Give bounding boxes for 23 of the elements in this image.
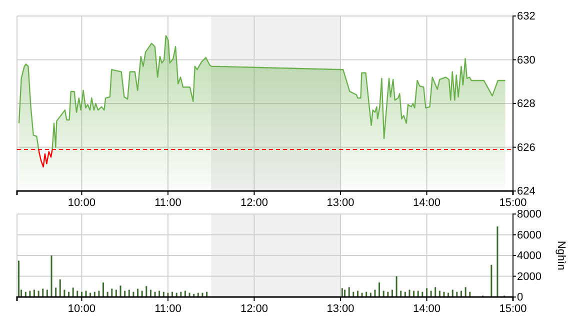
x-tick-label: 14:00 <box>412 196 441 209</box>
y-tick-label: 624 <box>517 186 536 198</box>
x-tick-label: 10:00 <box>68 302 96 315</box>
x-tick-label: 14:00 <box>412 302 441 315</box>
y-tick-label: 628 <box>517 98 536 110</box>
y-tick-label: 4000 <box>517 250 542 262</box>
y-tick-label: 6000 <box>517 229 542 242</box>
x-tick-label: 15:00 <box>499 302 527 315</box>
y-axis-title: Nghìn <box>555 240 567 270</box>
x-tick-label: 13:00 <box>326 302 354 315</box>
y-tick-label: 0 <box>517 292 524 304</box>
y-tick-label: 626 <box>517 142 536 154</box>
x-tick-label: 10:00 <box>68 196 96 209</box>
x-tick-label: 11:00 <box>154 196 182 209</box>
y-tick-label: 2000 <box>517 270 542 283</box>
x-tick-label: 13:00 <box>326 196 354 209</box>
x-tick-label: 11:00 <box>154 302 182 315</box>
y-tick-label: 8000 <box>517 208 542 221</box>
y-tick-label: 632 <box>517 10 536 23</box>
x-tick-label: 12:00 <box>240 196 268 209</box>
x-tick-label: 12:00 <box>240 302 268 315</box>
y-tick-label: 630 <box>517 54 536 66</box>
x-tick-label: 15:00 <box>499 196 527 209</box>
